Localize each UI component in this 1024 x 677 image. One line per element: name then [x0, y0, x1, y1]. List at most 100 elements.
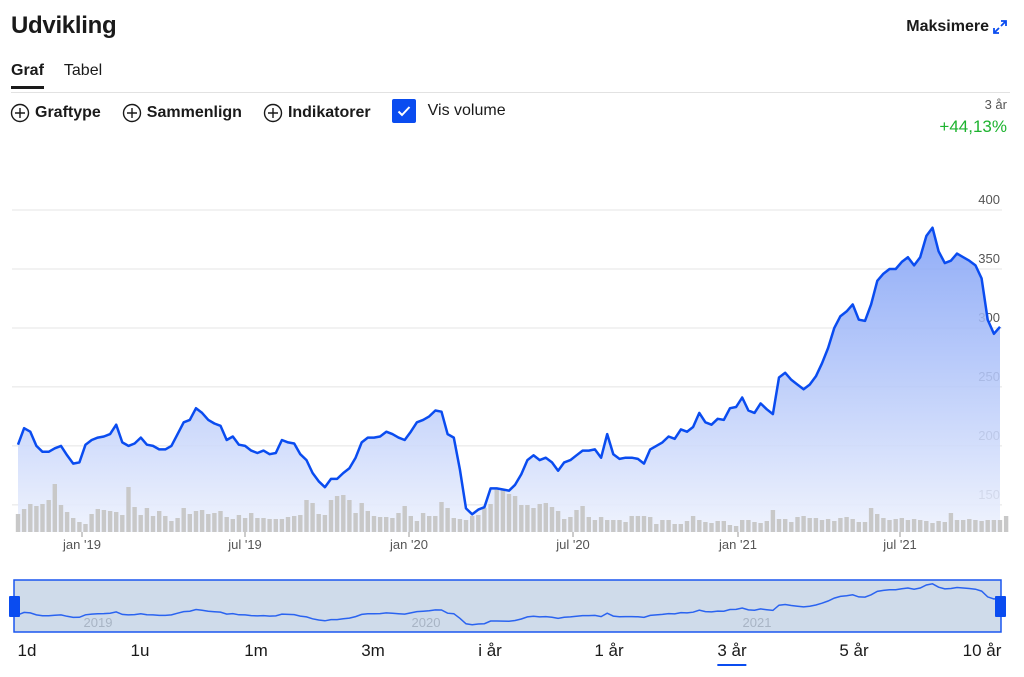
volume-bar	[212, 513, 217, 532]
show-volume-label: Vis volume	[427, 102, 506, 119]
volume-bar	[936, 521, 941, 532]
volume-bar	[390, 518, 395, 532]
volume-bar	[709, 523, 714, 532]
maximize-button[interactable]: Maksimere	[906, 18, 1008, 36]
tab-graph[interactable]: Graf	[11, 62, 44, 89]
volume-bar	[316, 514, 321, 532]
range-3y[interactable]: 3 år	[717, 641, 747, 666]
navigator-handle-left[interactable]	[9, 596, 20, 617]
volume-bar	[525, 505, 530, 532]
volume-bar	[605, 520, 610, 532]
volume-bar	[868, 508, 874, 532]
x-tick-label: jul '21	[882, 537, 917, 552]
volume-bar	[598, 517, 604, 532]
volume-bar	[887, 520, 892, 532]
volume-bar	[918, 520, 923, 532]
volume-bar	[611, 520, 616, 532]
volume-bar	[107, 511, 113, 532]
volume-bar	[304, 500, 309, 532]
volume-bar	[206, 514, 211, 532]
range-1m[interactable]: 1m	[244, 641, 268, 660]
graph-type-button[interactable]: Graftype	[10, 103, 101, 123]
volume-bar	[721, 521, 726, 532]
volume-bar	[856, 522, 861, 532]
volume-bar	[144, 508, 150, 532]
volume-bar	[267, 519, 272, 532]
volume-bar	[911, 519, 917, 532]
show-volume-toggle[interactable]: Vis volume	[391, 99, 506, 123]
volume-bar	[470, 516, 475, 532]
volume-bar	[715, 521, 720, 532]
range-1y[interactable]: 1 år	[594, 641, 624, 660]
volume-bar	[543, 503, 548, 532]
volume-bar	[175, 518, 180, 532]
volume-bar	[58, 505, 64, 532]
volume-bar	[298, 515, 303, 532]
volume-bar	[519, 505, 524, 532]
expand-icon	[993, 20, 1007, 34]
volume-bar	[273, 519, 278, 532]
volume-bar	[893, 519, 898, 532]
volume-bar	[322, 515, 328, 532]
volume-bar	[199, 510, 205, 532]
volume-bar	[648, 517, 653, 532]
volume-bar	[746, 520, 751, 532]
volume-bar	[77, 522, 82, 532]
volume-bar	[752, 522, 757, 532]
volume-bar	[457, 519, 463, 532]
price-line	[16, 226, 1001, 516]
volume-bar	[334, 496, 340, 532]
range-10y[interactable]: 10 år	[962, 641, 1002, 660]
volume-bar	[660, 520, 665, 532]
volume-bar	[132, 507, 137, 532]
volume-bar	[641, 516, 647, 532]
plus-circle-icon	[10, 103, 30, 123]
x-tick-label: jan '19	[62, 537, 101, 552]
volume-bar	[623, 522, 628, 532]
range-5y[interactable]: 5 år	[839, 641, 869, 660]
range-3m[interactable]: 3m	[361, 641, 385, 660]
plus-circle-icon	[263, 103, 283, 123]
page-title: Udvikling	[11, 12, 117, 39]
volume-bar	[402, 506, 407, 532]
tabs-divider	[11, 92, 1010, 93]
volume-bar	[89, 514, 94, 532]
navigator-handle-right[interactable]	[995, 596, 1006, 617]
compare-label: Sammenlign	[146, 104, 242, 121]
navigator-year-label: 2021	[743, 615, 772, 630]
volume-bar	[678, 524, 683, 532]
volume-bar	[114, 512, 119, 532]
volume-bar	[905, 520, 911, 532]
indicators-button[interactable]: Indikatorer	[263, 103, 371, 123]
volume-bar	[838, 518, 843, 532]
volume-bar	[218, 511, 223, 532]
volume-bar	[961, 520, 966, 532]
volume-bar	[789, 522, 794, 532]
range-navigator[interactable]: 2019 2020 2021	[0, 575, 1024, 635]
volume-bar	[359, 503, 364, 532]
range-ytd[interactable]: i år	[478, 641, 502, 660]
volume-bar	[193, 511, 199, 532]
volume-bar	[365, 511, 370, 532]
volume-bar	[285, 517, 291, 532]
range-1d[interactable]: 1d	[17, 641, 37, 660]
range-1u[interactable]: 1u	[130, 641, 150, 660]
volume-bar	[697, 520, 702, 532]
volume-bar	[500, 489, 506, 532]
tab-table[interactable]: Tabel	[63, 62, 103, 79]
x-tick-label: jan '21	[718, 537, 757, 552]
navigator-line	[17, 583, 1001, 626]
volume-bar	[414, 521, 420, 532]
x-tick-label: jul '19	[227, 537, 262, 552]
volume-bar	[28, 504, 33, 532]
compare-button[interactable]: Sammenlign	[122, 103, 242, 123]
volume-bar	[924, 521, 929, 532]
show-volume-checkbox[interactable]	[391, 99, 416, 123]
volume-bar	[740, 520, 745, 532]
volume-bar	[672, 524, 677, 532]
performance-period: 3 år	[984, 97, 1007, 112]
volume-bar	[506, 494, 512, 532]
volume-bar	[236, 515, 242, 532]
volume-bar	[377, 517, 383, 532]
